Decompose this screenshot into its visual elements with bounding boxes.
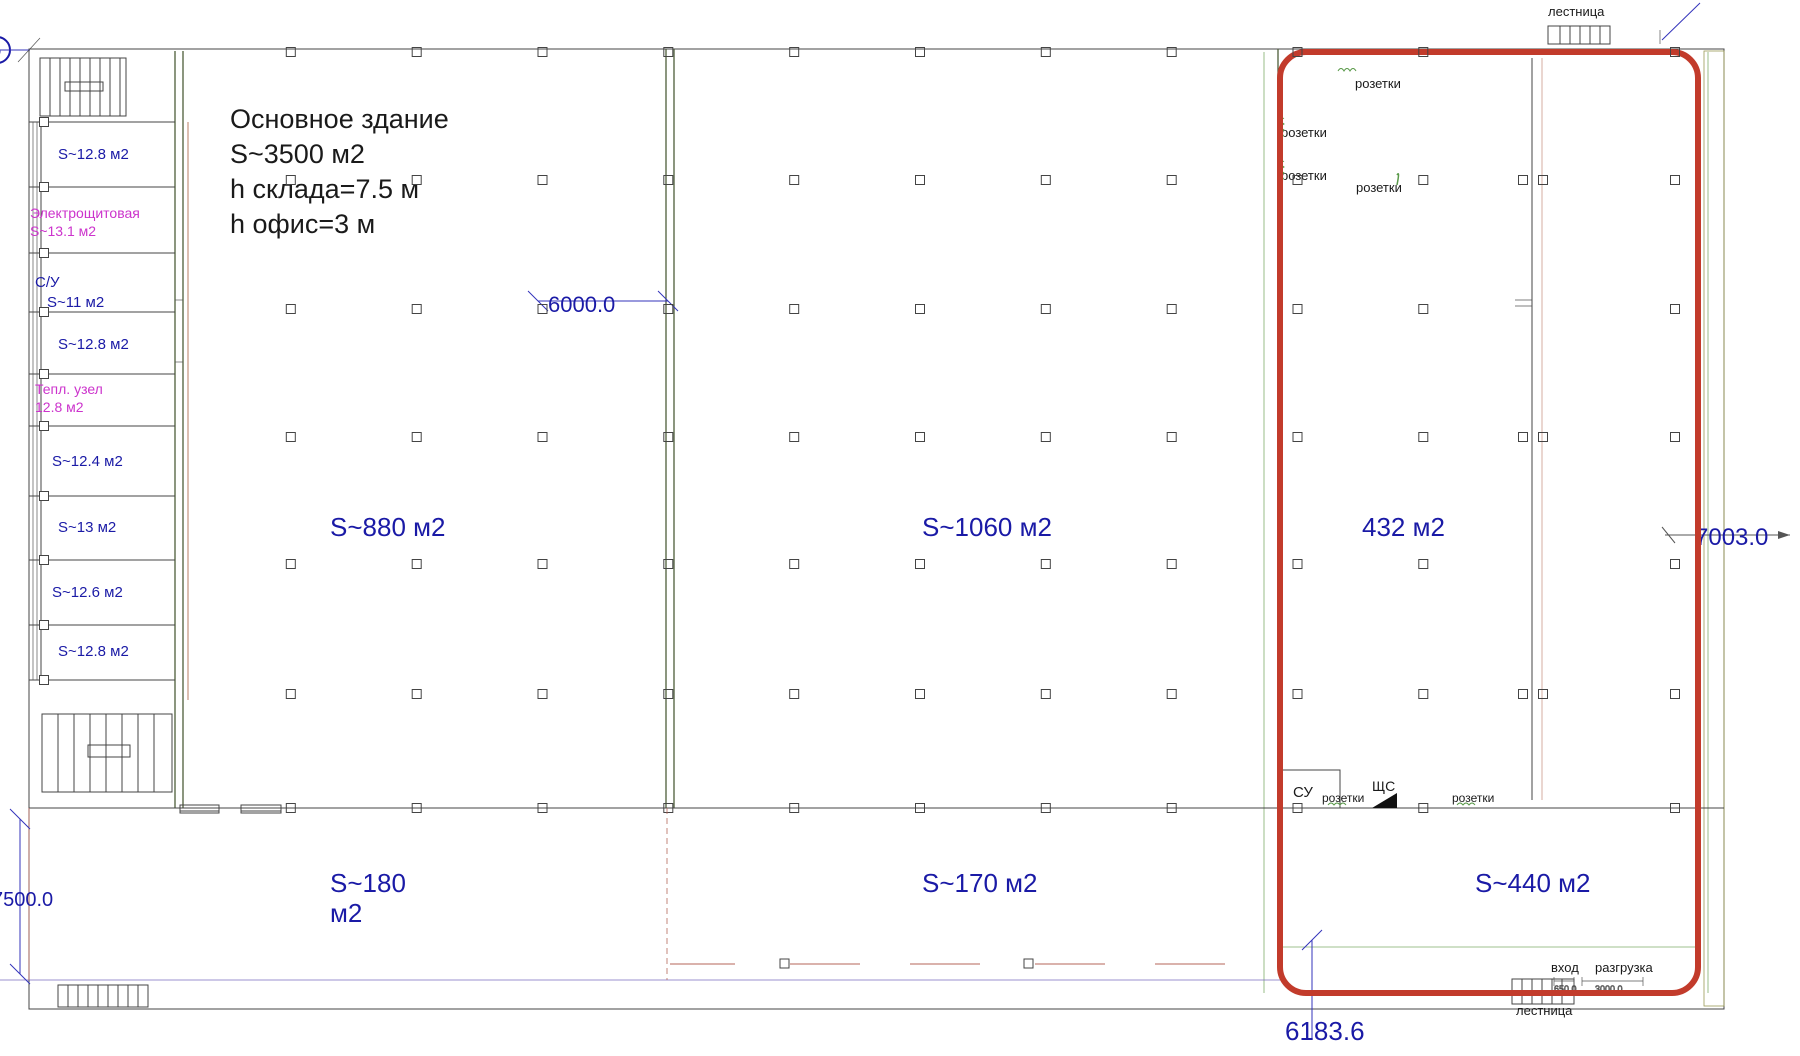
- svg-text:S~880 м2: S~880 м2: [330, 512, 445, 542]
- svg-text:С/У: С/У: [35, 274, 60, 291]
- svg-text:розетки: розетки: [1356, 180, 1402, 195]
- svg-text:S~1060 м2: S~1060 м2: [922, 512, 1052, 542]
- svg-text:Электрощитовая: Электрощитовая: [30, 205, 140, 221]
- svg-text:Основное здание: Основное здание: [230, 104, 449, 134]
- svg-text:S~180: S~180: [330, 868, 406, 898]
- svg-text:ЩС: ЩС: [1372, 778, 1395, 794]
- svg-text:S~170 м2: S~170 м2: [922, 868, 1037, 898]
- svg-text:6183.6: 6183.6: [1285, 1016, 1365, 1046]
- svg-text:Тепл. узел: Тепл. узел: [35, 381, 103, 397]
- svg-text:S~3500 м2: S~3500 м2: [230, 139, 365, 169]
- svg-text:розетки: розетки: [1281, 125, 1327, 140]
- svg-text:розетки: розетки: [1281, 168, 1327, 183]
- svg-text:розетки: розетки: [1355, 76, 1401, 91]
- svg-text:7500.0: 7500.0: [0, 889, 53, 911]
- svg-text:432 м2: 432 м2: [1362, 512, 1445, 542]
- svg-text:S~13 м2: S~13 м2: [58, 519, 116, 536]
- svg-text:7003.0: 7003.0: [1695, 524, 1768, 551]
- svg-text:СУ: СУ: [1293, 784, 1313, 801]
- svg-text:м2: м2: [330, 898, 362, 928]
- svg-text:S~12.4 м2: S~12.4 м2: [52, 453, 123, 470]
- svg-text:S~11 м2: S~11 м2: [47, 294, 104, 311]
- svg-text:S~12.8 м2: S~12.8 м2: [58, 146, 129, 163]
- svg-text:лестница: лестница: [1516, 1003, 1573, 1018]
- svg-text:S~12.8 м2: S~12.8 м2: [58, 643, 129, 660]
- svg-text:разгрузка: разгрузка: [1595, 960, 1654, 975]
- svg-text:вход: вход: [1551, 960, 1579, 975]
- svg-text:S~12.6 м2: S~12.6 м2: [52, 584, 123, 601]
- svg-text:S~440 м2: S~440 м2: [1475, 868, 1590, 898]
- svg-text:12.8 м2: 12.8 м2: [35, 399, 84, 415]
- svg-text:h склада=7.5 м: h склада=7.5 м: [230, 174, 419, 204]
- svg-text:6000.0: 6000.0: [548, 292, 615, 317]
- svg-text:h офис=3 м: h офис=3 м: [230, 209, 375, 239]
- svg-text:S~12.8 м2: S~12.8 м2: [58, 336, 129, 353]
- svg-text:лестница: лестница: [1548, 4, 1605, 19]
- svg-text:S~13.1 м2: S~13.1 м2: [30, 223, 96, 239]
